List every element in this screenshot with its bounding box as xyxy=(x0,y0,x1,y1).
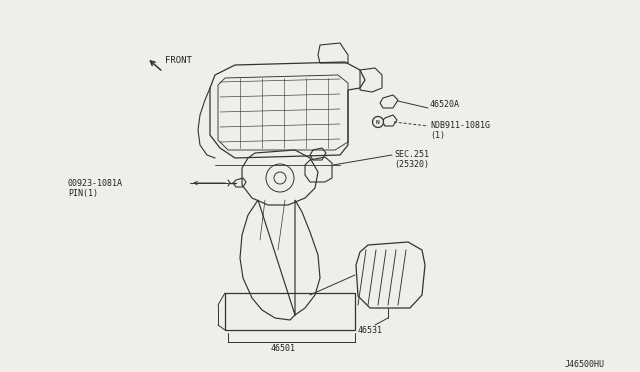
Text: SEC.251
(25320): SEC.251 (25320) xyxy=(394,150,429,169)
Text: FRONT: FRONT xyxy=(165,55,192,64)
Text: 00923-1081A
PIN(1): 00923-1081A PIN(1) xyxy=(68,179,123,198)
Text: J46500HU: J46500HU xyxy=(565,360,605,369)
Text: 46501: 46501 xyxy=(271,344,296,353)
Text: 46531: 46531 xyxy=(358,326,383,335)
Text: 46520A: 46520A xyxy=(430,99,460,109)
Circle shape xyxy=(372,116,383,128)
Text: NDB911-1081G
(1): NDB911-1081G (1) xyxy=(430,121,490,140)
Text: N: N xyxy=(376,119,380,125)
